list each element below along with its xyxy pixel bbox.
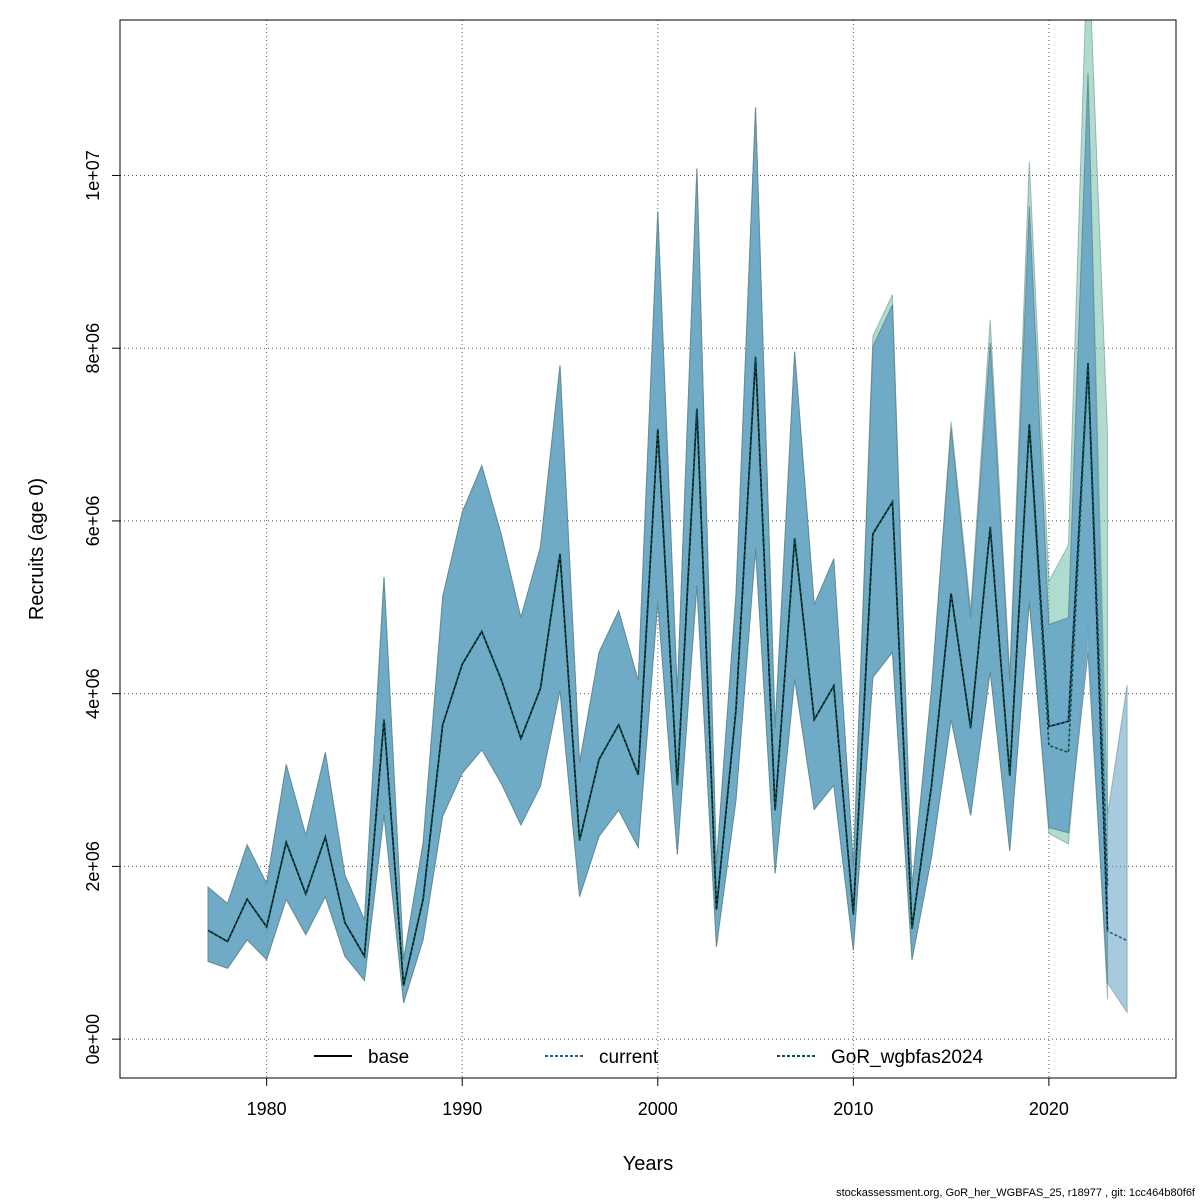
y-axis: 0e+00 2e+06 4e+06 6e+06 8e+06 1e+07 <box>83 150 120 1064</box>
x-tick-label: 1990 <box>442 1099 482 1119</box>
x-tick-label: 2020 <box>1029 1099 1069 1119</box>
y-tick-label: 6e+06 <box>83 496 103 547</box>
footer-text: stockassessment.org, GoR_her_WGBFAS_25, … <box>836 1187 1196 1199</box>
y-tick-label: 2e+06 <box>83 841 103 892</box>
y-tick-label: 8e+06 <box>83 323 103 374</box>
series-line-GoR_wgbfas2024 <box>207 356 1109 986</box>
x-axis: 1980 1990 2000 2010 2020 <box>247 1078 1069 1119</box>
x-tick-label: 1980 <box>247 1099 287 1119</box>
legend-label: current <box>599 1047 659 1068</box>
plot-frame <box>119 19 1177 1079</box>
x-tick-label: 2000 <box>638 1099 678 1119</box>
x-tick-label: 2010 <box>833 1099 873 1119</box>
legend-label: base <box>368 1047 409 1068</box>
x-axis-title: Years <box>623 1153 673 1175</box>
y-tick-label: 0e+00 <box>83 1014 103 1065</box>
y-tick-label: 4e+06 <box>83 668 103 719</box>
legend: base current GoR_wgbfas2024 <box>314 1047 984 1068</box>
legend-label: GoR_wgbfas2024 <box>831 1047 984 1068</box>
series-lines <box>207 356 1128 986</box>
confidence-bands <box>207 20 1128 1015</box>
y-tick-label: 1e+07 <box>83 150 103 201</box>
confidence-band-current <box>207 73 1128 1015</box>
y-axis-title: Recruits (age 0) <box>26 478 48 620</box>
